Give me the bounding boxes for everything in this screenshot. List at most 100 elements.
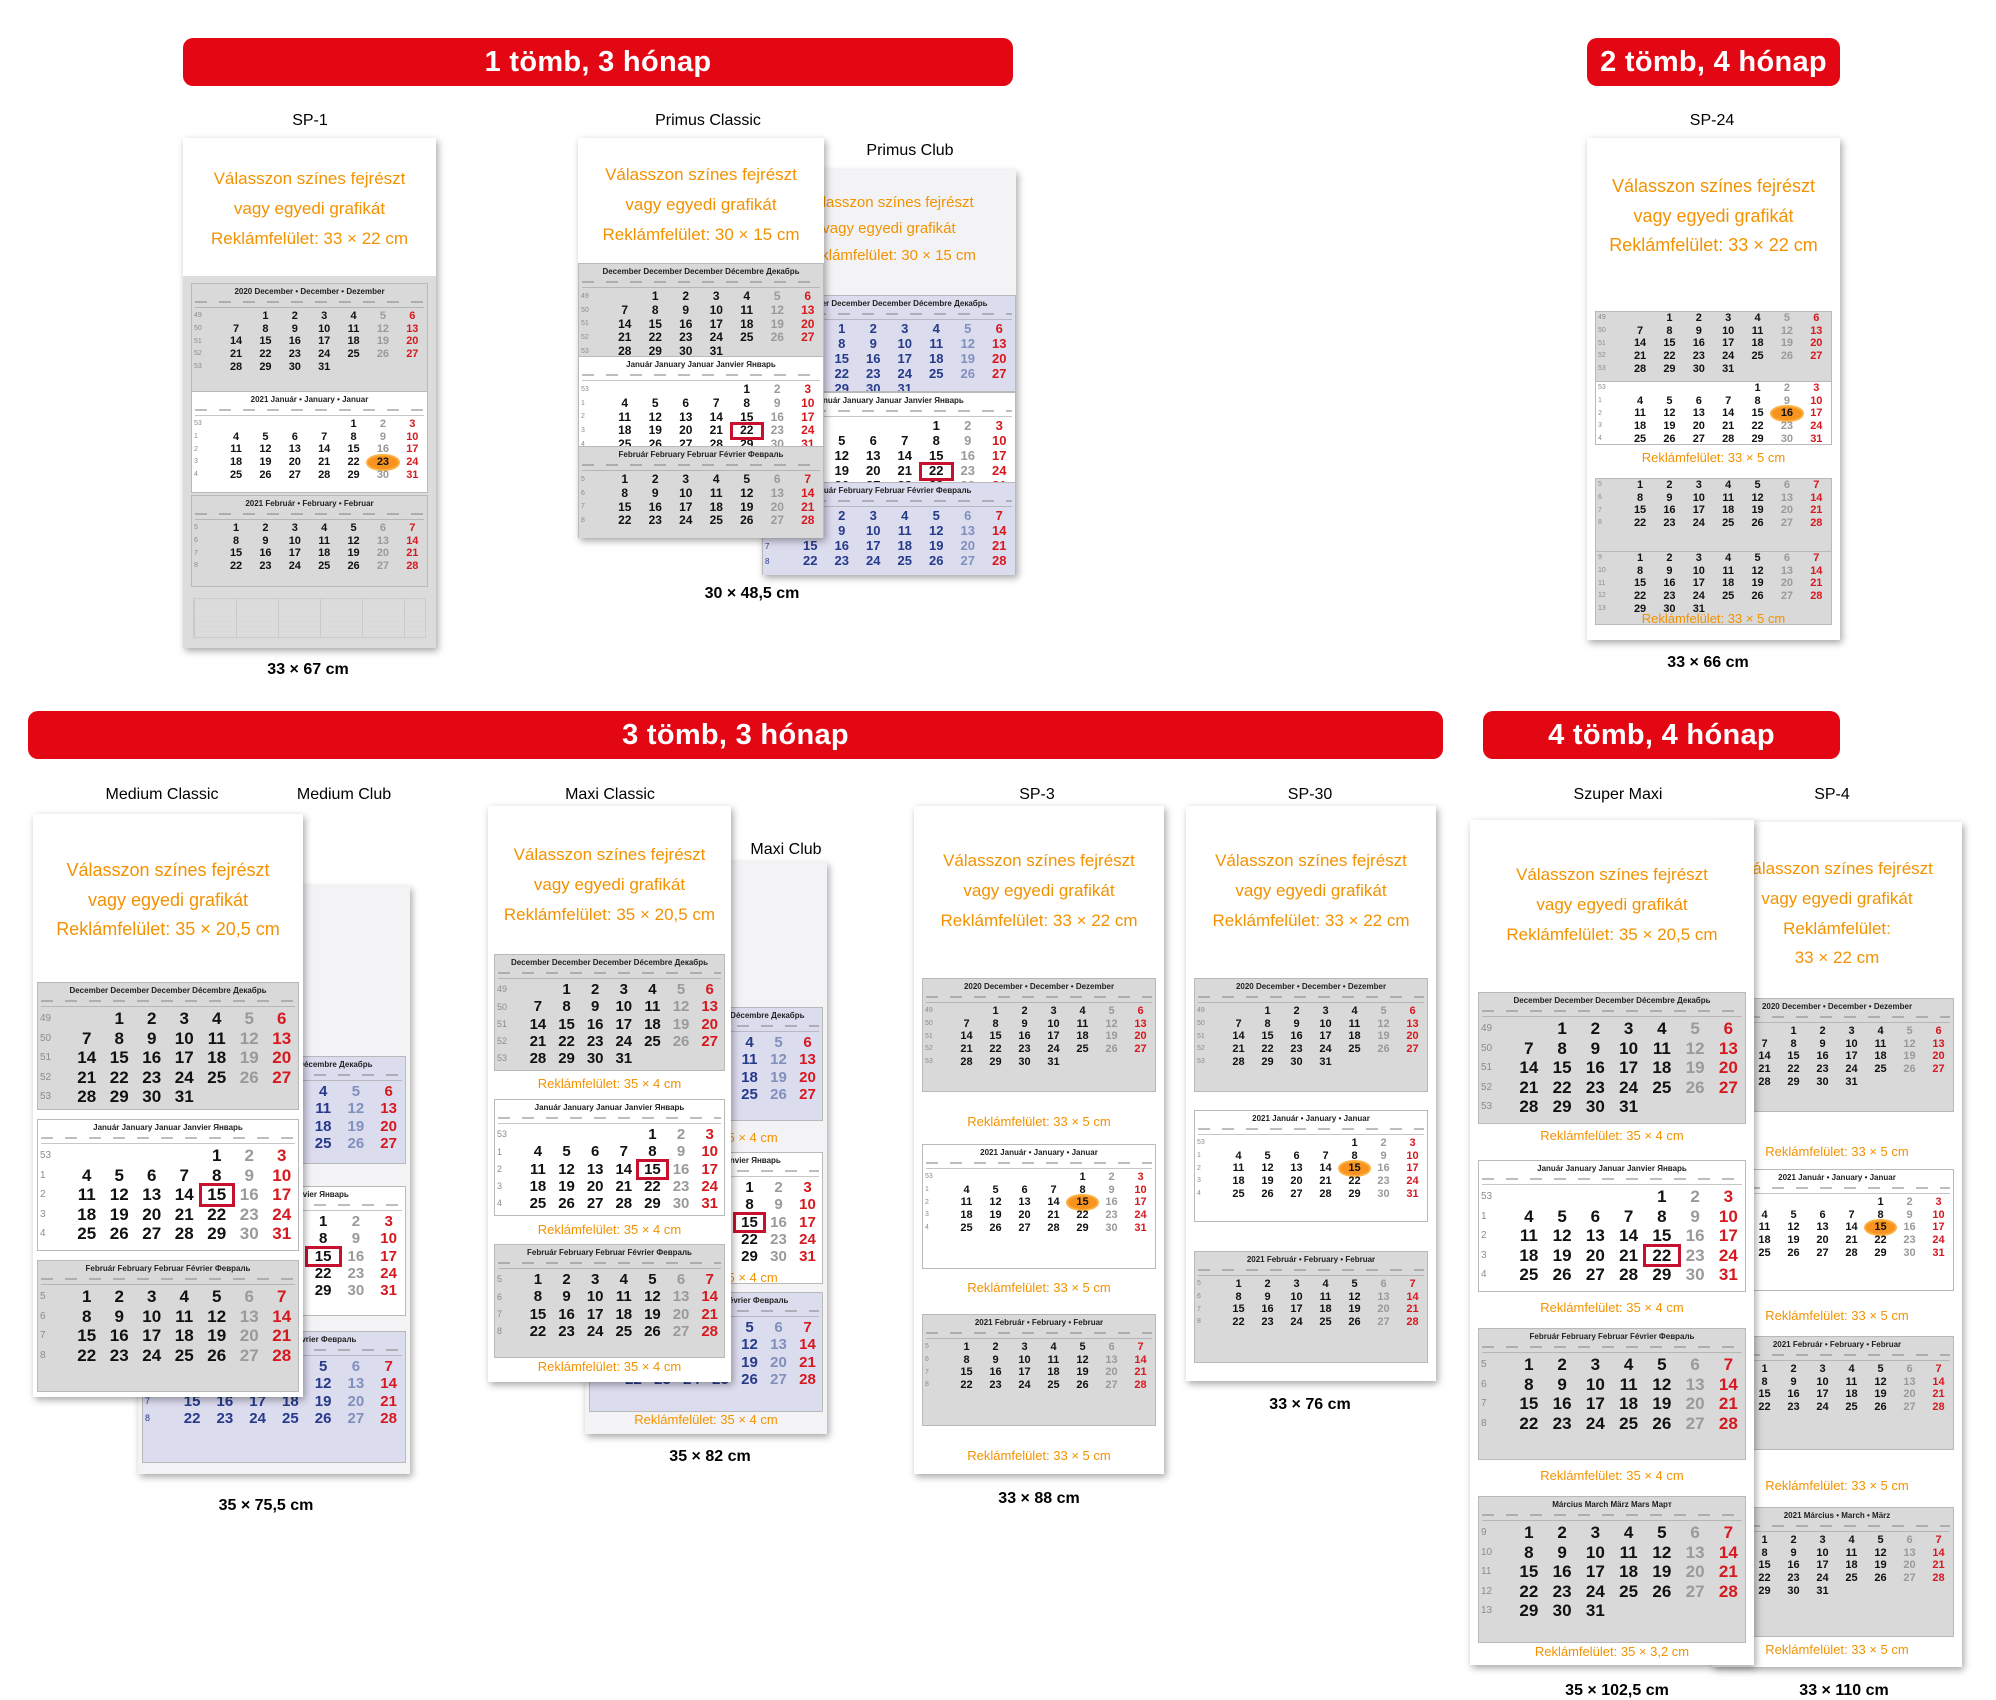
day-cell: 24 (992, 462, 1007, 478)
day-cell: 18 (314, 1117, 332, 1135)
day-cell: 22 (183, 1409, 201, 1427)
day-cell: 29 (1874, 1246, 1887, 1259)
day-cell: 9 (676, 1143, 686, 1161)
day-cell: 11 (709, 485, 723, 500)
day-cell: 26 (1874, 1400, 1887, 1413)
day-cell: 3 (1590, 1355, 1601, 1374)
day-cell: 17 (1816, 1388, 1829, 1401)
ad-note: Reklámfelület: 35 × 4 cm (537, 1076, 682, 1091)
month-title: Február February Februar Février Февраль (806, 486, 972, 495)
day-cell: 27 (1718, 1077, 1738, 1097)
banner-2-blocks-4-months: 2 tömb, 4 hónap (1587, 38, 1840, 86)
day-cell: 5 (651, 395, 659, 410)
week-number: 53 (581, 348, 589, 356)
label-sp30: SP-30 (1287, 786, 1333, 803)
day-cell: 5 (114, 1165, 124, 1185)
day-cell: 9 (1906, 1208, 1913, 1221)
day-cell (1679, 1601, 1712, 1621)
day-cell: 25 (207, 1067, 227, 1087)
day-cell: 20 (1903, 1559, 1916, 1572)
day-cell: 30 (866, 380, 881, 392)
day-cell: 8 (533, 1288, 543, 1306)
day-cell: 10 (1018, 1353, 1031, 1366)
week-number: 8 (925, 1381, 929, 1389)
day-cell: 5 (350, 522, 357, 534)
day-cell: 16 (259, 547, 272, 560)
day-cell: 9 (562, 1288, 571, 1306)
dims-szuper-maxi: 35 × 102,5 cm (1565, 1682, 1669, 1699)
day-cell: 2 (1108, 1171, 1115, 1183)
day-cell: 10 (1816, 1375, 1829, 1388)
day-cell: 11 (1722, 564, 1734, 577)
day-cell: 28 (1619, 1265, 1639, 1285)
day-cell: 6 (1935, 1025, 1942, 1037)
day-cell: 25 (1047, 1378, 1060, 1391)
header-line1: Válasszon színes fejrészt (1741, 859, 1933, 878)
day-cell: 15 (304, 1245, 342, 1267)
day-cell: 15 (834, 350, 849, 366)
day-cell: 12 (644, 1288, 661, 1306)
day-cell: 2 (1557, 1523, 1567, 1542)
day-cell: 28 (529, 1050, 547, 1067)
day-cell: 22 (77, 1345, 97, 1365)
header-line2: vagy egyedi grafikát (822, 220, 956, 238)
day-cell: 21 (897, 462, 912, 478)
day-cell: 31 (1816, 1584, 1829, 1597)
day-cell: 11 (1758, 1221, 1771, 1234)
header-line1: Válasszon színes fejrészt (1215, 851, 1407, 870)
day-cell (1224, 1137, 1253, 1150)
day-cell: 25 (77, 1224, 97, 1244)
day-cell (524, 1126, 553, 1143)
day-cell: 21 (1406, 1303, 1419, 1316)
day-cell: 30 (1377, 1187, 1390, 1200)
day-cell: 26 (929, 552, 944, 568)
day-cell: 26 (741, 1370, 758, 1388)
month-title: Január January Januar Janvier Январь (1537, 1164, 1687, 1173)
day-cell: 22 (1519, 1413, 1539, 1433)
day-cell: 30 (376, 468, 390, 481)
day-cell: 27 (701, 1032, 719, 1050)
day-cell: 18 (1845, 1388, 1858, 1401)
day-cell: 24 (249, 1409, 266, 1427)
day-cell: 5 (1790, 1208, 1797, 1221)
day-cell (1837, 1196, 1866, 1209)
day-cell: 1 (82, 1287, 92, 1306)
day-cell: 10 (1290, 1290, 1303, 1303)
day-cell: 5 (1754, 552, 1761, 564)
day-cell (1866, 1076, 1895, 1089)
day-cell: 14 (1810, 564, 1823, 577)
day-cell: 7 (1761, 1037, 1768, 1050)
day-cell: 11 (1619, 1374, 1638, 1394)
day-cell: 17 (1585, 1562, 1605, 1582)
day-cell: 7 (995, 508, 1003, 523)
week-number: 3 (194, 458, 198, 466)
day-cell: 1 (1761, 1534, 1768, 1546)
month-block: 53 1 2 3 1 4 5 6 7 8 9 10 2 11 12 13 14 15 16 17 3 18 19 20 21 22… (1595, 381, 1832, 445)
day-cell: 13 (1810, 324, 1823, 337)
day-cell: 21 (615, 1177, 633, 1195)
header-line2: vagy egyedi grafikát (1536, 894, 1688, 914)
day-cell: 28 (1845, 1246, 1858, 1259)
day-cell: 6 (1813, 312, 1820, 324)
calendar-sp3: Válasszon színes fejrészt vagy egyedi gr… (914, 806, 1164, 1474)
week-number: 2 (581, 413, 585, 421)
day-cell: 9 (244, 1165, 254, 1185)
day-cell: 22 (1519, 1581, 1539, 1601)
day-cell: 24 (1722, 349, 1735, 362)
dims-primus: 30 × 48,5 cm (704, 585, 800, 602)
day-cell: 6 (277, 1009, 287, 1028)
day-cell: 2 (262, 522, 269, 534)
day-cell: 18 (318, 547, 331, 560)
day-cell: 4 (1050, 1341, 1057, 1353)
day-cell: 16 (1692, 337, 1705, 350)
month-title: December December December Décembre Дека… (790, 299, 988, 308)
day-cell: 12 (1751, 491, 1764, 504)
day-cell (368, 361, 397, 374)
ad-note: Reklámfelület: 35 × 4 cm (537, 1359, 682, 1374)
day-cell: 15 (1633, 504, 1647, 517)
week-number: 1 (925, 1185, 929, 1193)
day-cell: 15 (1652, 1226, 1672, 1246)
